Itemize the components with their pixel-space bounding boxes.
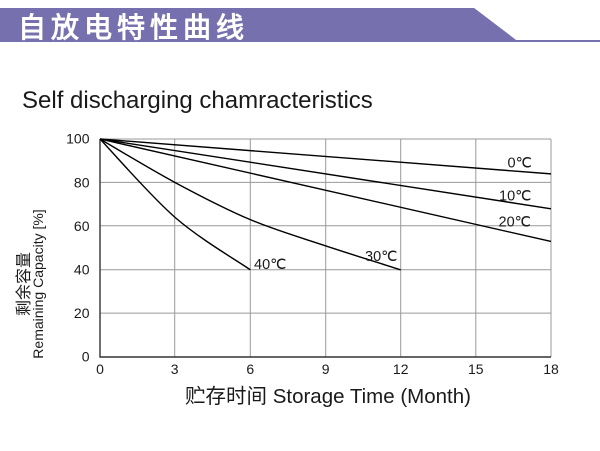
svg-text:0: 0 xyxy=(96,361,104,377)
svg-text:20℃: 20℃ xyxy=(499,215,531,231)
svg-text:0: 0 xyxy=(82,349,90,365)
svg-text:6: 6 xyxy=(246,361,254,377)
svg-text:30℃: 30℃ xyxy=(365,249,397,265)
svg-text:60: 60 xyxy=(74,218,90,234)
svg-text:Remaining Capacity [%]: Remaining Capacity [%] xyxy=(30,209,46,358)
svg-text:20: 20 xyxy=(74,305,90,321)
svg-text:100: 100 xyxy=(66,131,90,147)
svg-text:40: 40 xyxy=(74,262,90,278)
svg-text:80: 80 xyxy=(74,175,90,191)
svg-text:贮存时间 Storage Time (Month): 贮存时间 Storage Time (Month) xyxy=(185,385,471,408)
svg-text:40℃: 40℃ xyxy=(254,257,286,273)
svg-text:0℃: 0℃ xyxy=(508,156,532,172)
svg-text:10℃: 10℃ xyxy=(499,189,531,205)
svg-text:15: 15 xyxy=(468,361,484,377)
svg-text:12: 12 xyxy=(393,361,409,377)
svg-text:3: 3 xyxy=(171,361,179,377)
svg-text:9: 9 xyxy=(322,361,330,377)
svg-text:18: 18 xyxy=(543,361,559,377)
